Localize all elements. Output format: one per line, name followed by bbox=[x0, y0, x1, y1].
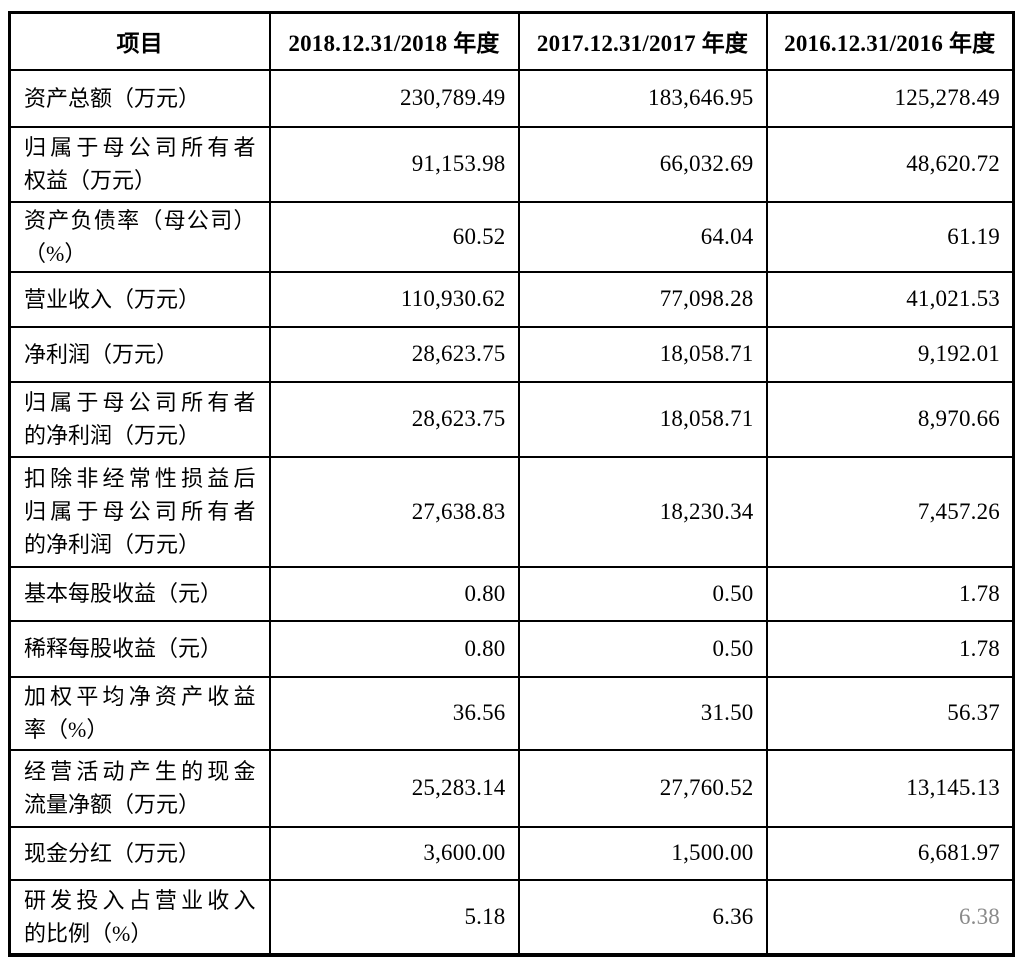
value-cell: 41,021.53 bbox=[765, 270, 1015, 328]
row-label: 经营活动产生的现金 流量净额（万元） bbox=[8, 748, 271, 828]
row-label: 研发投入占营业收入 的比例（%） bbox=[8, 878, 271, 956]
value-cell: 64.04 bbox=[517, 200, 768, 273]
value-cell: 8,970.66 bbox=[765, 380, 1015, 458]
value-cell: 0.50 bbox=[517, 619, 768, 678]
row-label: 现金分红（万元） bbox=[8, 825, 271, 881]
table-row: 资产总额（万元） 230,789.49 183,646.95 125,278.49 bbox=[8, 68, 1015, 128]
table-row: 扣除非经常性损益后 归属于母公司所有者 的净利润（万元） 27,638.83 18,23… bbox=[8, 455, 1015, 568]
value-cell: 56.37 bbox=[765, 675, 1015, 751]
table-row: 研发投入占营业收入 的比例（%） 5.18 6.36 6.38 bbox=[8, 878, 1015, 956]
table-row: 归属于母公司所有者 的净利润（万元） 28,623.75 18,058.71 8,970… bbox=[8, 380, 1015, 458]
value-cell: 9,192.01 bbox=[765, 325, 1015, 383]
value-cell: 66,032.69 bbox=[517, 125, 768, 203]
value-cell: 6,681.97 bbox=[765, 825, 1015, 881]
value-cell: 18,058.71 bbox=[517, 325, 768, 383]
row-label: 净利润（万元） bbox=[8, 325, 271, 383]
row-label: 基本每股收益（元） bbox=[8, 565, 271, 622]
column-header-item: 项目 bbox=[8, 11, 271, 71]
row-label: 扣除非经常性损益后 归属于母公司所有者 的净利润（万元） bbox=[8, 455, 271, 568]
value-cell: 27,760.52 bbox=[517, 748, 768, 828]
value-cell: 36.56 bbox=[268, 675, 520, 751]
row-label: 归属于母公司所有者 权益（万元） bbox=[8, 125, 271, 203]
value-cell: 91,153.98 bbox=[268, 125, 520, 203]
column-header-2017: 2017.12.31/2017 年度 bbox=[517, 11, 768, 71]
value-cell: 6.36 bbox=[517, 878, 768, 956]
row-label: 资产总额（万元） bbox=[8, 68, 271, 128]
value-cell: 60.52 bbox=[268, 200, 520, 273]
table-row: 归属于母公司所有者 权益（万元） 91,153.98 66,032.69 48,620.… bbox=[8, 125, 1015, 203]
value-cell: 1.78 bbox=[765, 619, 1015, 678]
value-cell: 48,620.72 bbox=[765, 125, 1015, 203]
row-label: 加权平均净资产收益 率（%） bbox=[8, 675, 271, 751]
value-cell: 0.80 bbox=[268, 565, 520, 622]
row-label: 归属于母公司所有者 的净利润（万元） bbox=[8, 380, 271, 458]
value-cell: 1,500.00 bbox=[517, 825, 768, 881]
value-cell: 3,600.00 bbox=[268, 825, 520, 881]
value-cell: 125,278.49 bbox=[765, 68, 1015, 128]
header-row: 项目 2018.12.31/2018 年度 2017.12.31/2017 年度… bbox=[8, 11, 1015, 71]
value-cell: 27,638.83 bbox=[268, 455, 520, 568]
value-cell: 18,230.34 bbox=[517, 455, 768, 568]
row-label: 营业收入（万元） bbox=[8, 270, 271, 328]
row-label: 资产负债率（母公司） （%） bbox=[8, 200, 271, 273]
value-cell: 7,457.26 bbox=[765, 455, 1015, 568]
value-cell: 110,930.62 bbox=[268, 270, 520, 328]
table-row: 净利润（万元） 28,623.75 18,058.71 9,192.01 bbox=[8, 325, 1015, 383]
value-cell: 18,058.71 bbox=[517, 380, 768, 458]
column-header-2018: 2018.12.31/2018 年度 bbox=[268, 11, 520, 71]
table-header: 项目 2018.12.31/2018 年度 2017.12.31/2017 年度… bbox=[8, 11, 1015, 71]
table-row: 资产负债率（母公司） （%） 60.52 64.04 61.19 bbox=[8, 200, 1015, 273]
value-cell: 0.50 bbox=[517, 565, 768, 622]
table-row: 现金分红（万元） 3,600.00 1,500.00 6,681.97 bbox=[8, 825, 1015, 881]
value-cell: 25,283.14 bbox=[268, 748, 520, 828]
value-cell: 28,623.75 bbox=[268, 325, 520, 383]
value-cell: 77,098.28 bbox=[517, 270, 768, 328]
table-body: 资产总额（万元） 230,789.49 183,646.95 125,278.49 归属… bbox=[8, 68, 1015, 956]
table-row: 加权平均净资产收益 率（%） 36.56 31.50 56.37 bbox=[8, 675, 1015, 751]
table-row: 基本每股收益（元） 0.80 0.50 1.78 bbox=[8, 565, 1015, 622]
value-cell: 183,646.95 bbox=[517, 68, 768, 128]
value-cell: 1.78 bbox=[765, 565, 1015, 622]
value-cell: 0.80 bbox=[268, 619, 520, 678]
value-cell: 230,789.49 bbox=[268, 68, 520, 128]
table-row: 稀释每股收益（元） 0.80 0.50 1.78 bbox=[8, 619, 1015, 678]
value-cell: 6.38 bbox=[765, 878, 1015, 956]
value-cell: 28,623.75 bbox=[268, 380, 520, 458]
financial-summary-table: 项目 2018.12.31/2018 年度 2017.12.31/2017 年度… bbox=[8, 11, 1015, 957]
value-cell: 61.19 bbox=[765, 200, 1015, 273]
column-header-2016: 2016.12.31/2016 年度 bbox=[765, 11, 1015, 71]
value-cell: 5.18 bbox=[268, 878, 520, 956]
value-cell: 13,145.13 bbox=[765, 748, 1015, 828]
value-cell: 31.50 bbox=[517, 675, 768, 751]
row-label: 稀释每股收益（元） bbox=[8, 619, 271, 678]
table-row: 营业收入（万元） 110,930.62 77,098.28 41,021.53 bbox=[8, 270, 1015, 328]
table-row: 经营活动产生的现金 流量净额（万元） 25,283.14 27,760.52 13,14… bbox=[8, 748, 1015, 828]
